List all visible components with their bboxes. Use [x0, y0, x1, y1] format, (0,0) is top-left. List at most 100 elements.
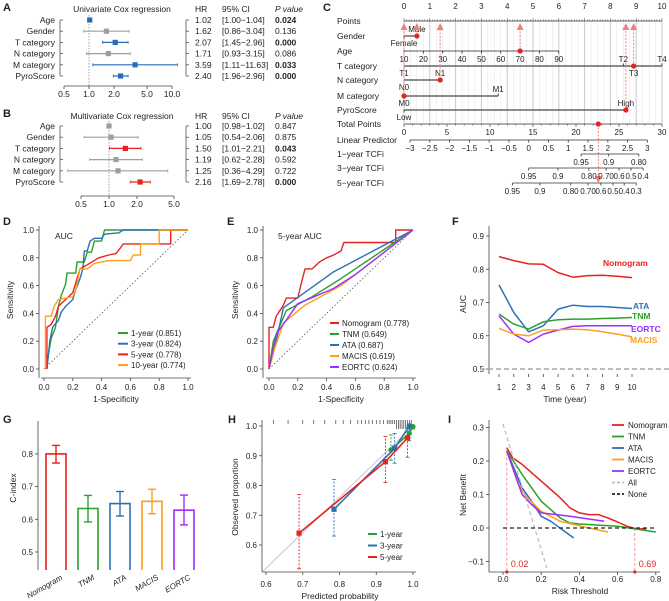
p-value: 0.722 [275, 166, 297, 176]
y-tick-label: 0.8 [246, 482, 258, 491]
level-label: N1 [435, 69, 446, 78]
legend-label: All [628, 479, 637, 488]
row-label: 3−year TCFi [337, 163, 384, 173]
y-tick-label: 1.0 [247, 226, 259, 235]
x-tick-label: 0.0 [263, 383, 275, 392]
panel-label: H [228, 414, 236, 426]
threshold-label: 0.02 [511, 559, 529, 569]
x-tick-label: 2 [512, 383, 517, 392]
x-tick-label: 1.0 [407, 383, 419, 392]
total-tick-label: 5 [445, 128, 450, 137]
hr-value: 1.00 [195, 121, 212, 131]
hr-marker [113, 157, 119, 163]
net-benefit-curve [506, 450, 656, 533]
level-label: T2 [619, 55, 629, 64]
y-tick-label: 0.2 [247, 337, 259, 346]
row-label: Linear Predictor [337, 135, 397, 145]
x-axis-label: Risk Threshold [552, 586, 609, 596]
x-tick-label: 10 [628, 383, 637, 392]
points-tick-label: 7 [582, 2, 587, 11]
x-tick-label: 1.0 [83, 89, 95, 99]
p-value: 0.000 [275, 37, 297, 47]
ci-value: [1.96−2.96] [222, 71, 265, 81]
lp-tick-label: 1 [566, 144, 571, 153]
x-tick-label: 2.0 [108, 89, 120, 99]
roc-curve [268, 229, 414, 370]
x-tick-label: 9 [615, 383, 620, 392]
point-marker [296, 530, 302, 536]
ideal-line [262, 425, 414, 573]
hr-value: 2.40 [195, 71, 212, 81]
category-label: MACIS [134, 573, 161, 594]
variable-tick-label: 70 [516, 55, 525, 64]
arrow-up-icon [413, 23, 421, 30]
variable-tick-label: 20 [419, 55, 428, 64]
x-axis-label: 1-Specificity [93, 394, 140, 404]
legend-label: EORTC [628, 467, 656, 476]
panel-label: I [448, 414, 451, 426]
panel-label: B [3, 108, 11, 120]
y-tick-label: 0.7 [22, 483, 34, 492]
selected-value-dot [631, 63, 637, 69]
y-tick-label: 0.6 [473, 332, 485, 341]
row-label: N category [337, 75, 379, 85]
x-tick-label: 0.8 [334, 580, 346, 589]
x-axis-label: Time (year) [543, 394, 586, 404]
p-value: 0.136 [275, 26, 297, 36]
survival-tick-label: 0.4 [638, 172, 650, 181]
total-tick-label: 20 [572, 128, 581, 137]
roc-curve [268, 229, 413, 369]
y-tick-label: 0.8 [23, 254, 35, 263]
y-tick-label: 0.2 [23, 337, 35, 346]
x-tick-label: 0.2 [67, 383, 79, 392]
level-label: T4 [657, 55, 667, 64]
y-tick-label: 1.0 [23, 226, 35, 235]
point-marker [331, 506, 337, 512]
selected-value-dot [517, 48, 523, 54]
x-tick-label: 5.0 [141, 89, 153, 99]
x-tick-label: 1.0 [103, 199, 115, 209]
y-tick-label: 0.6 [247, 282, 259, 291]
ci-value: [1.45−2.96] [222, 37, 265, 47]
row-label: T category [15, 37, 56, 47]
x-tick-label: 10.0 [164, 89, 181, 99]
y-tick-label: −0.1 [468, 558, 484, 567]
calibration-line [333, 425, 410, 510]
hr-value: 1.50 [195, 143, 212, 153]
legend-label: 3-year [380, 542, 403, 551]
lp-tick-label: −2.5 [422, 144, 438, 153]
y-axis-label: Observed proportion [230, 458, 240, 536]
lp-tick-label: −3 [405, 144, 415, 153]
x-tick-label: 2.0 [131, 199, 143, 209]
x-tick-label: 1 [497, 383, 502, 392]
hr-value: 1.19 [195, 155, 212, 165]
panel-label: C [323, 2, 331, 14]
lp-tick-label: −1 [485, 144, 495, 153]
p-value: 0.875 [275, 132, 297, 142]
ci-value: [0.86−3.04] [222, 26, 265, 36]
total-tick-label: 30 [658, 128, 667, 137]
survival-tick-label: 0.6 [595, 187, 607, 196]
y-tick-label: 0.3 [473, 424, 485, 433]
points-tick-label: 9 [634, 2, 639, 11]
row-label: Gender [27, 26, 56, 36]
x-tick-label: 0.5 [58, 89, 70, 99]
x-tick-label: 0.7 [297, 580, 309, 589]
category-label: ATA [110, 573, 128, 588]
row-label: PyroScore [15, 71, 55, 81]
y-tick-label: 0.8 [22, 450, 34, 459]
category-label: EORTC [163, 573, 192, 595]
x-tick-label: 0.6 [260, 580, 272, 589]
survival-tick-label: 0.5 [625, 172, 637, 181]
roc-curve [46, 229, 188, 369]
total-points-dot [595, 121, 601, 127]
x-tick-label: 5 [556, 383, 561, 392]
chart-title: AUC [55, 231, 73, 241]
p-value: 0.592 [275, 155, 297, 165]
column-header: P value [275, 111, 303, 121]
hr-marker [108, 134, 114, 140]
arrow-up-icon [516, 23, 524, 30]
lp-tick-label: 2.5 [622, 144, 634, 153]
